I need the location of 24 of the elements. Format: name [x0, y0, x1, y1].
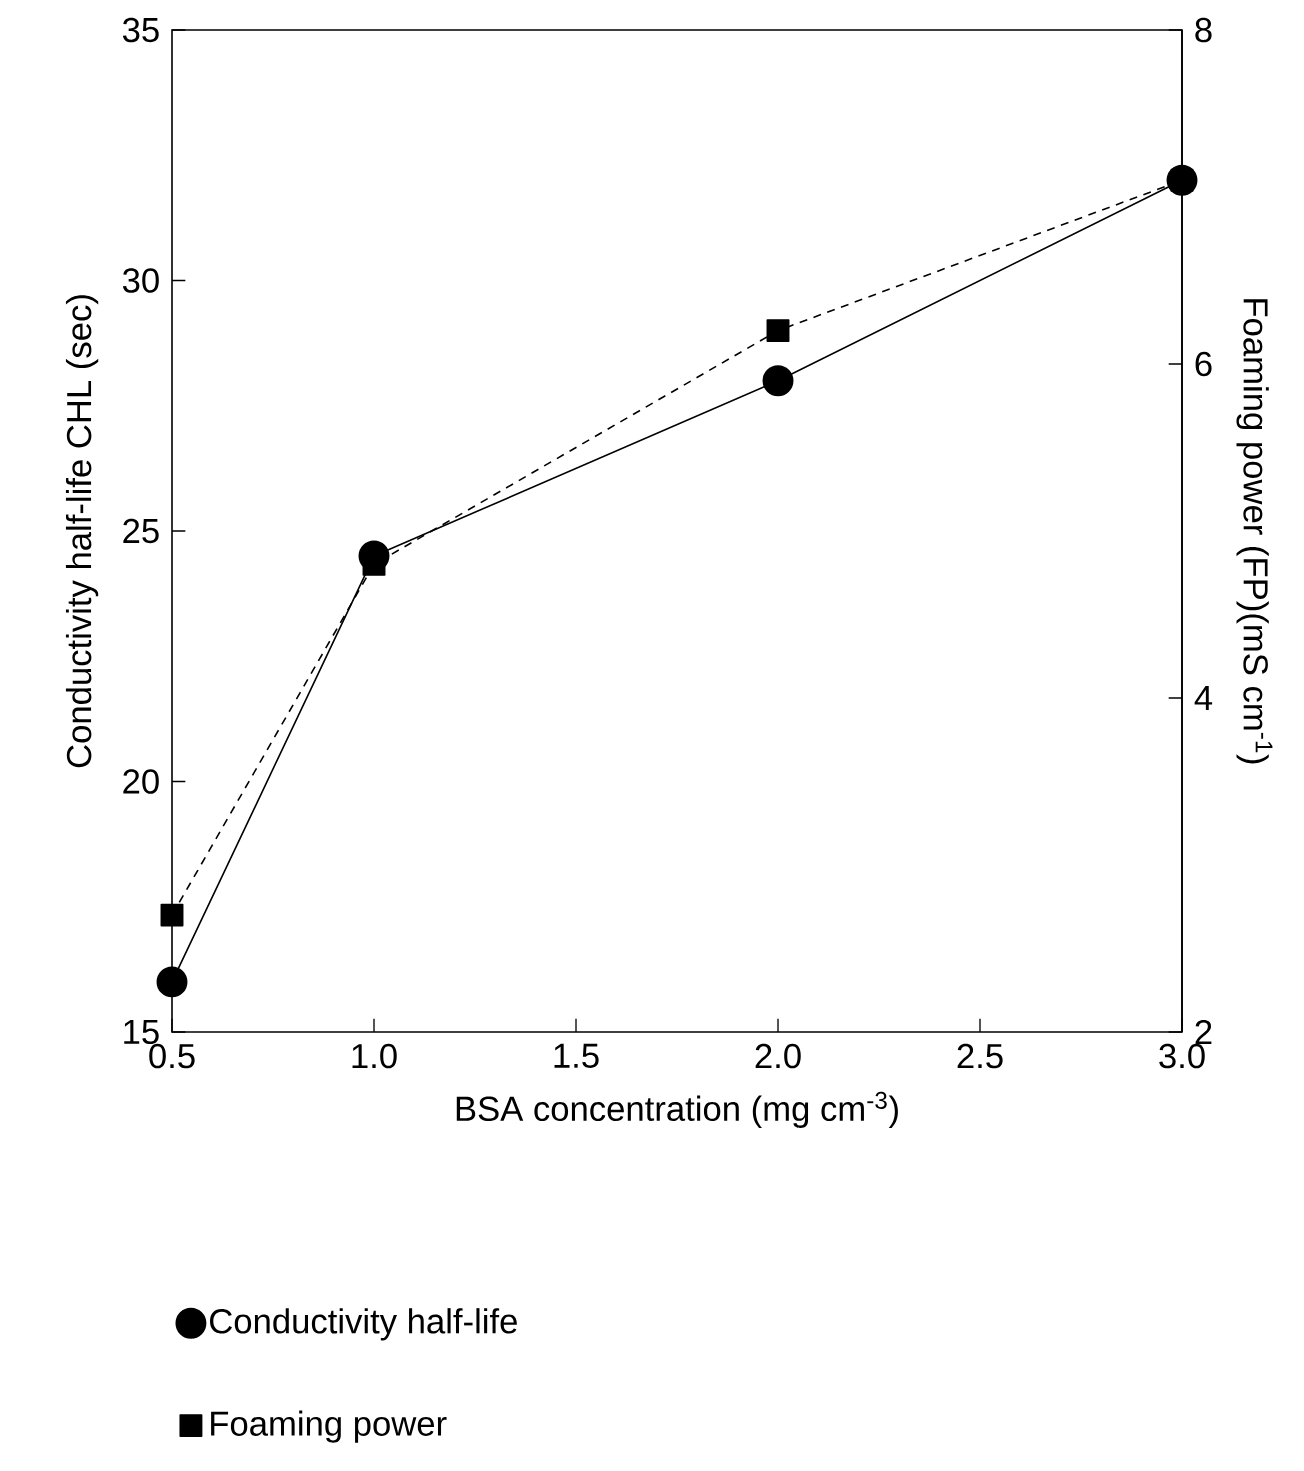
y2-tick-label: 6 [1195, 351, 1212, 377]
y2-tick-label: 8 [1195, 17, 1212, 43]
y-tick-label: 25 [123, 518, 159, 544]
legend-label: Foaming power [211, 1410, 447, 1443]
y-tick-label: 35 [122, 17, 159, 43]
x-axis-title: BSA concentration (mg cm$^{-3}$) [456, 1091, 898, 1128]
x-tick-label: 1.5 [554, 1043, 599, 1068]
point [160, 903, 184, 927]
legend-label: Conductivity half-life [210, 1308, 517, 1341]
y2-axis-title: Foaming power (FP)(mS cm$^{-1}$) [1236, 299, 1273, 764]
point [762, 365, 794, 397]
x-tick-label: 2.0 [755, 1043, 801, 1069]
x-tick-label: 3.0 [1159, 1043, 1205, 1069]
y-tick-label: 30 [122, 268, 159, 293]
y2-tick-label: 2 [1195, 1019, 1212, 1045]
y2-tick-label: 4 [1194, 686, 1213, 710]
point [766, 319, 790, 343]
x-tick-label: 1.0 [352, 1043, 397, 1069]
x-tick-label: 2.5 [957, 1043, 1003, 1069]
y-tick-label: 15 [124, 1019, 159, 1045]
y-axis-title: Conductivity half-life CHL (sec) [65, 295, 99, 768]
y-tick-label: 20 [123, 769, 159, 794]
point [156, 966, 188, 998]
x-tick-label: 0.5 [149, 1043, 195, 1069]
